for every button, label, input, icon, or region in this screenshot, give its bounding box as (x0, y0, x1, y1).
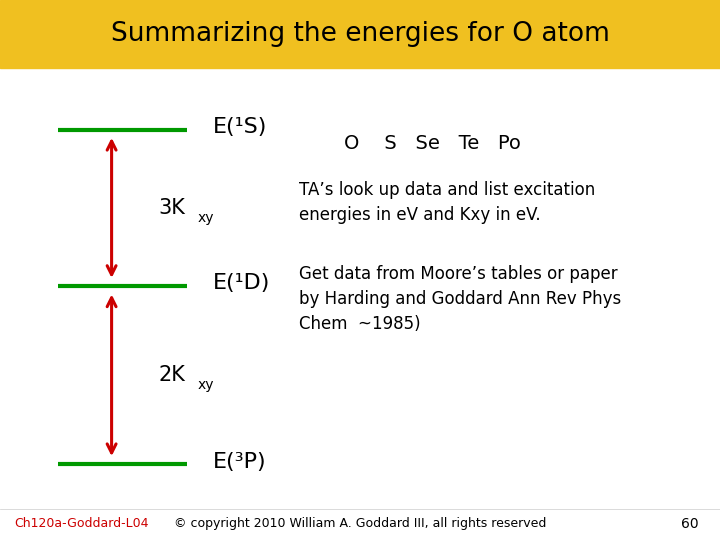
Text: O    S   Se   Te   Po: O S Se Te Po (343, 133, 521, 153)
Text: Get data from Moore’s tables or paper
by Harding and Goddard Ann Rev Phys
Chem  : Get data from Moore’s tables or paper by… (299, 265, 621, 333)
Text: 2K: 2K (158, 365, 185, 386)
Text: E(¹S): E(¹S) (212, 117, 267, 137)
Text: E(³P): E(³P) (212, 451, 266, 472)
Text: Summarizing the energies for O atom: Summarizing the energies for O atom (111, 21, 609, 47)
Text: 60: 60 (681, 517, 698, 531)
Text: xy: xy (198, 378, 215, 392)
Text: E(¹D): E(¹D) (212, 273, 270, 294)
Text: Ch120a-Goddard-L04: Ch120a-Goddard-L04 (14, 517, 149, 530)
Text: TA’s look up data and list excitation
energies in eV and Kxy in eV.: TA’s look up data and list excitation en… (299, 181, 595, 224)
Text: 3K: 3K (158, 198, 185, 218)
Bar (0, 0, 720, 68)
Text: xy: xy (198, 211, 215, 225)
Text: © copyright 2010 William A. Goddard III, all rights reserved: © copyright 2010 William A. Goddard III,… (174, 517, 546, 530)
